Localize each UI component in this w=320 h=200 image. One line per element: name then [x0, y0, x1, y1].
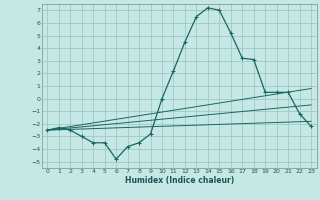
X-axis label: Humidex (Indice chaleur): Humidex (Indice chaleur)	[124, 176, 234, 185]
